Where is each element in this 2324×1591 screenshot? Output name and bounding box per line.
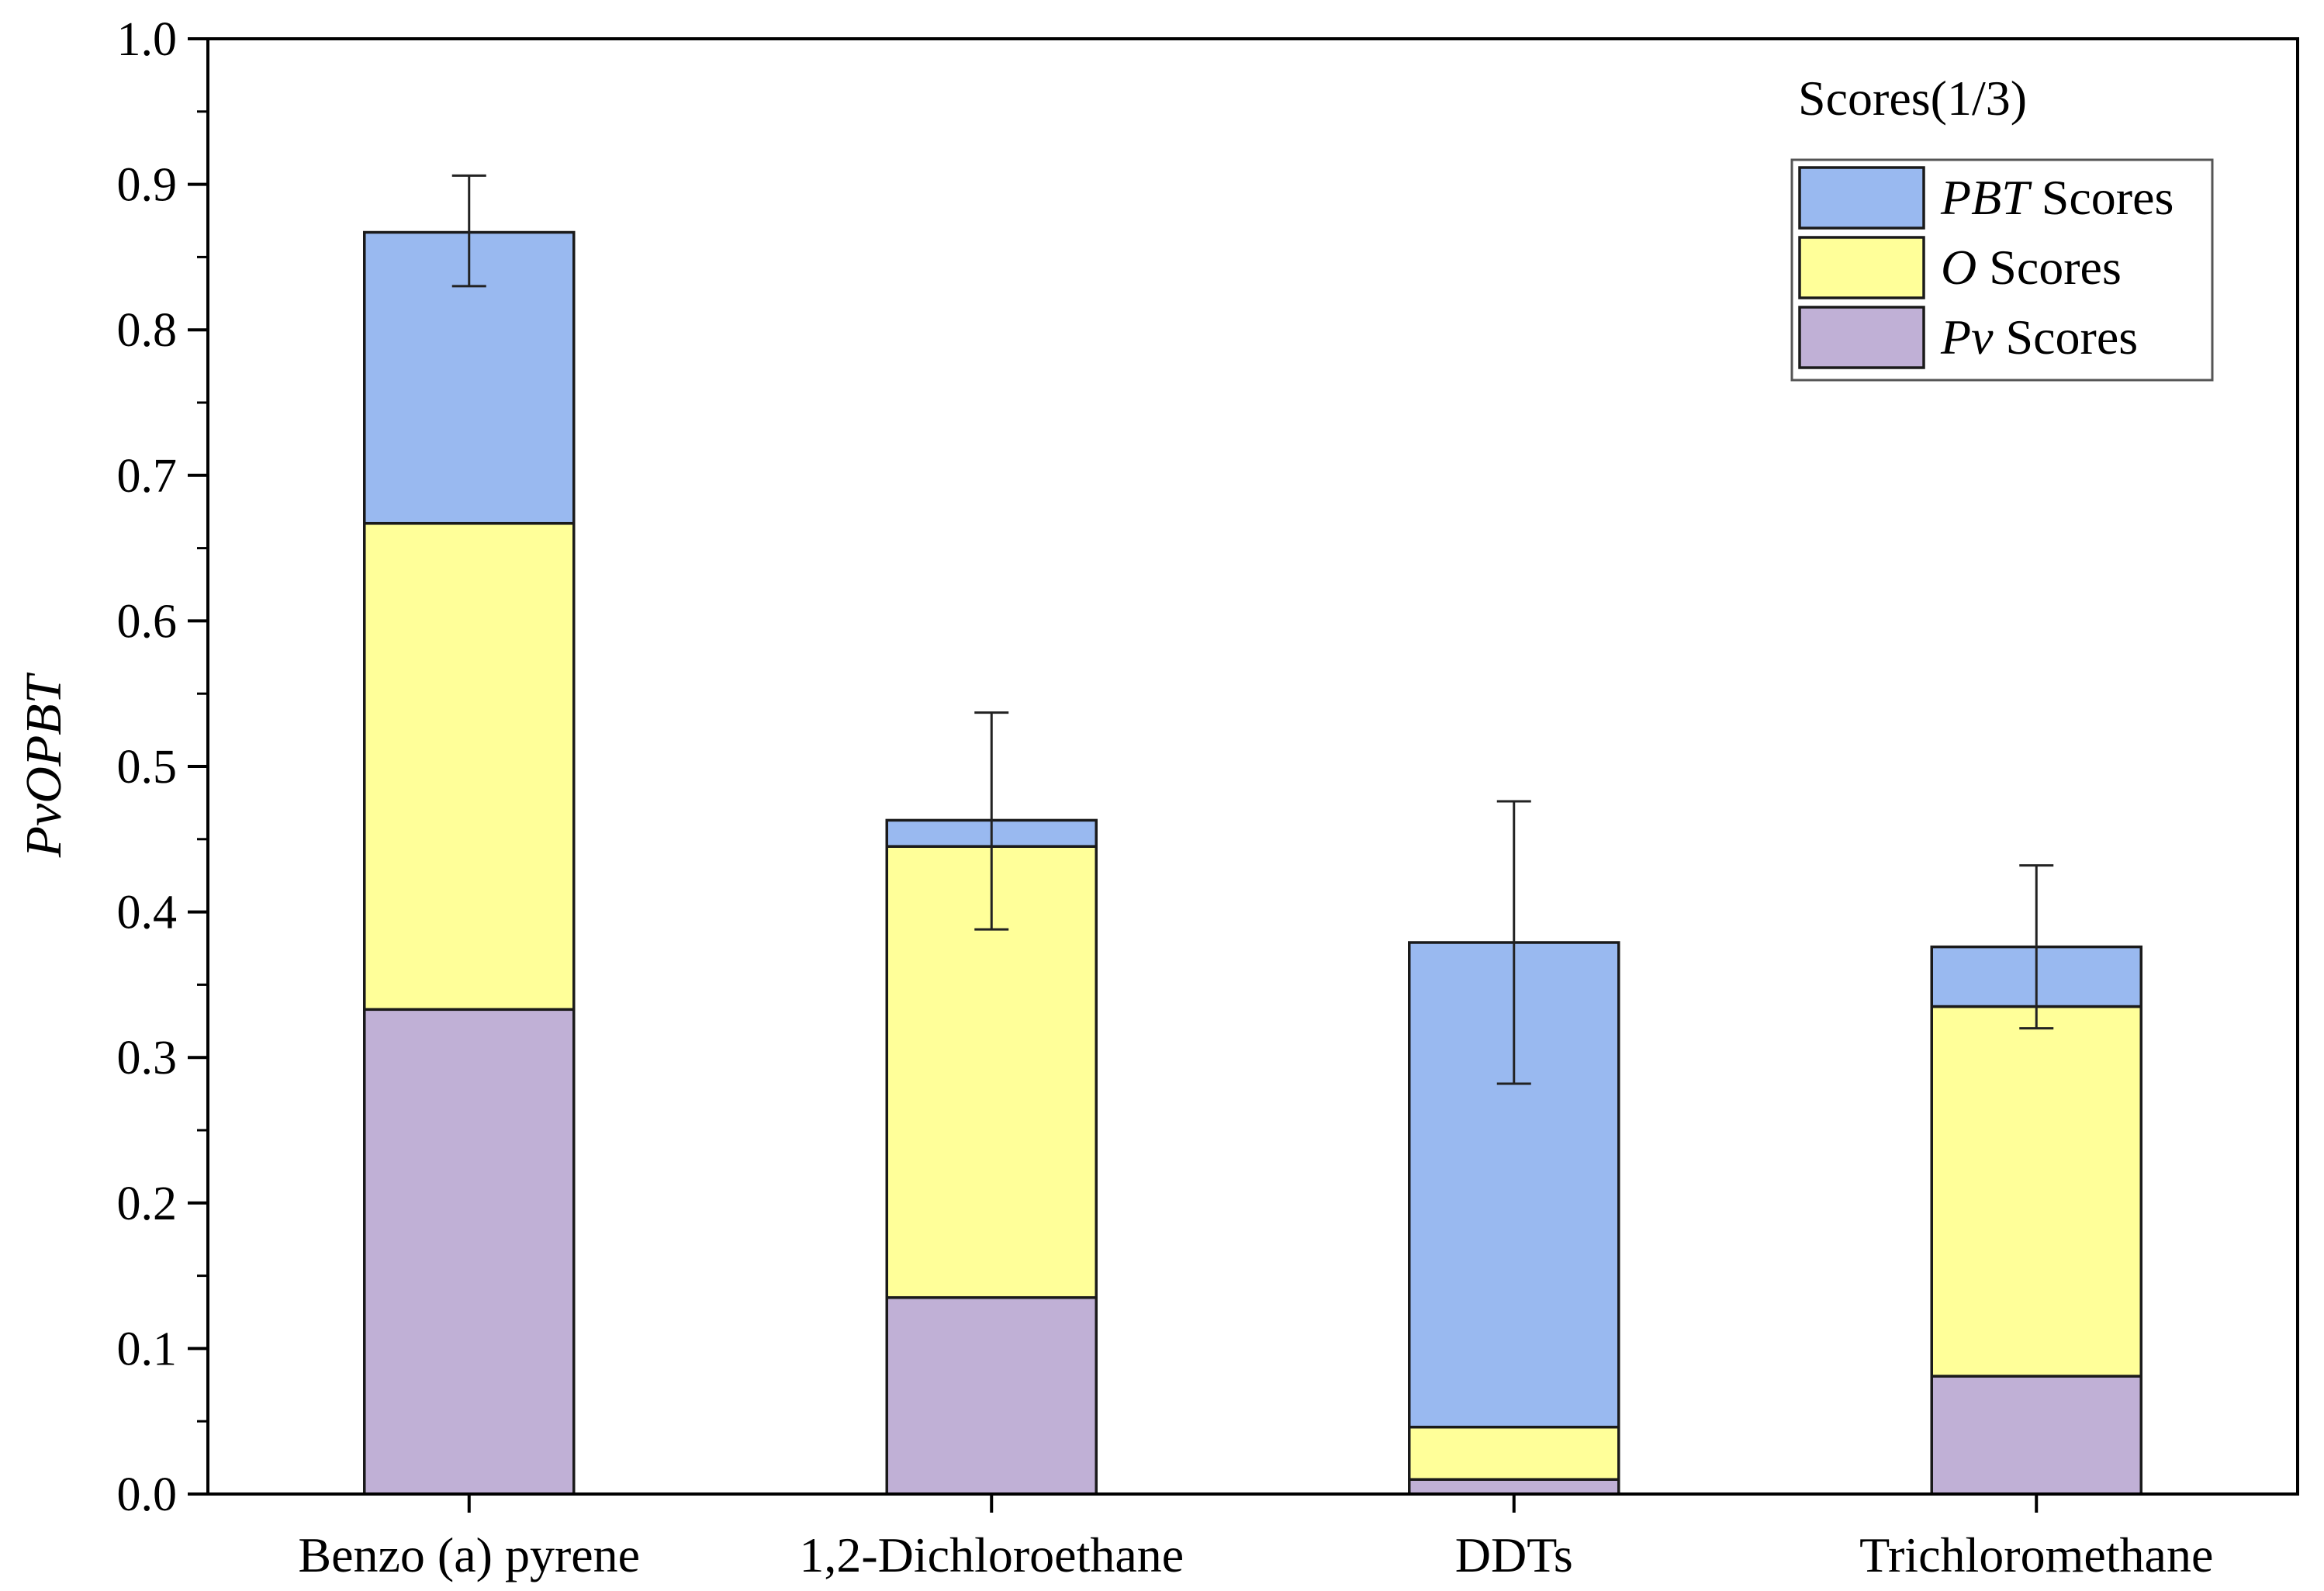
bar-pv-4	[1930, 1375, 2142, 1496]
y-axis-title: PvOPBT	[16, 672, 72, 858]
bar-pv-2	[885, 1295, 1098, 1496]
legend: Scores(1/3) PBT Scores O Scores Pv Scores	[1790, 71, 2214, 382]
bar-pv-3	[1408, 1478, 1620, 1496]
y-tick-label-0.0: 0.0	[117, 1468, 178, 1521]
legend-label-o: O Scores	[1941, 240, 2122, 295]
y-tick-label-0.9: 0.9	[117, 159, 178, 212]
bar-o-3	[1408, 1425, 1620, 1481]
x-category-label-1: Benzo (a) pyrene	[298, 1527, 640, 1582]
bar-pv-1	[363, 1008, 576, 1496]
legend-swatch-o	[1798, 236, 1925, 299]
error-bars-layer	[451, 174, 2054, 1085]
error-bar-1	[451, 174, 486, 288]
error-bar-4	[2019, 864, 2054, 1030]
bars-layer	[363, 230, 2142, 1496]
legend-swatch-pbt	[1798, 166, 1925, 230]
y-tick-label-0.4: 0.4	[117, 887, 178, 939]
bar-o-4	[1930, 1005, 2142, 1378]
y-tick-label-0.8: 0.8	[117, 304, 178, 357]
y-tick-label-0.3: 0.3	[117, 1032, 178, 1084]
x-category-label-3: DDTs	[1455, 1527, 1573, 1582]
y-tick-label-0.2: 0.2	[117, 1178, 178, 1230]
y-tick-label-1.0: 1.0	[117, 13, 178, 66]
error-bar-2	[974, 711, 1009, 931]
legend-title: Scores(1/3)	[1798, 71, 2027, 126]
bar-o-1	[363, 521, 576, 1012]
y-tick-label-0.7: 0.7	[117, 450, 178, 503]
x-category-label-4: Trichloromethane	[1859, 1527, 2213, 1582]
y-tick-label-0.6: 0.6	[117, 595, 178, 648]
y-tick-label-0.5: 0.5	[117, 741, 178, 794]
legend-label-pv: Pv Scores	[1940, 310, 2138, 365]
x-category-label-2: 1,2-Dichloroethane	[799, 1527, 1184, 1582]
legend-swatch-pv	[1798, 306, 1925, 369]
y-tick-label-0.1: 0.1	[117, 1323, 178, 1375]
legend-label-pbt: PBT Scores	[1940, 170, 2174, 225]
ticks-layer: 0.0 0.1 0.2 0.3 0.4 0.5 0.6 0.7 0.8 0.9 1.0 Benzo (…	[117, 13, 2214, 1582]
error-bar-3	[1496, 800, 1531, 1085]
